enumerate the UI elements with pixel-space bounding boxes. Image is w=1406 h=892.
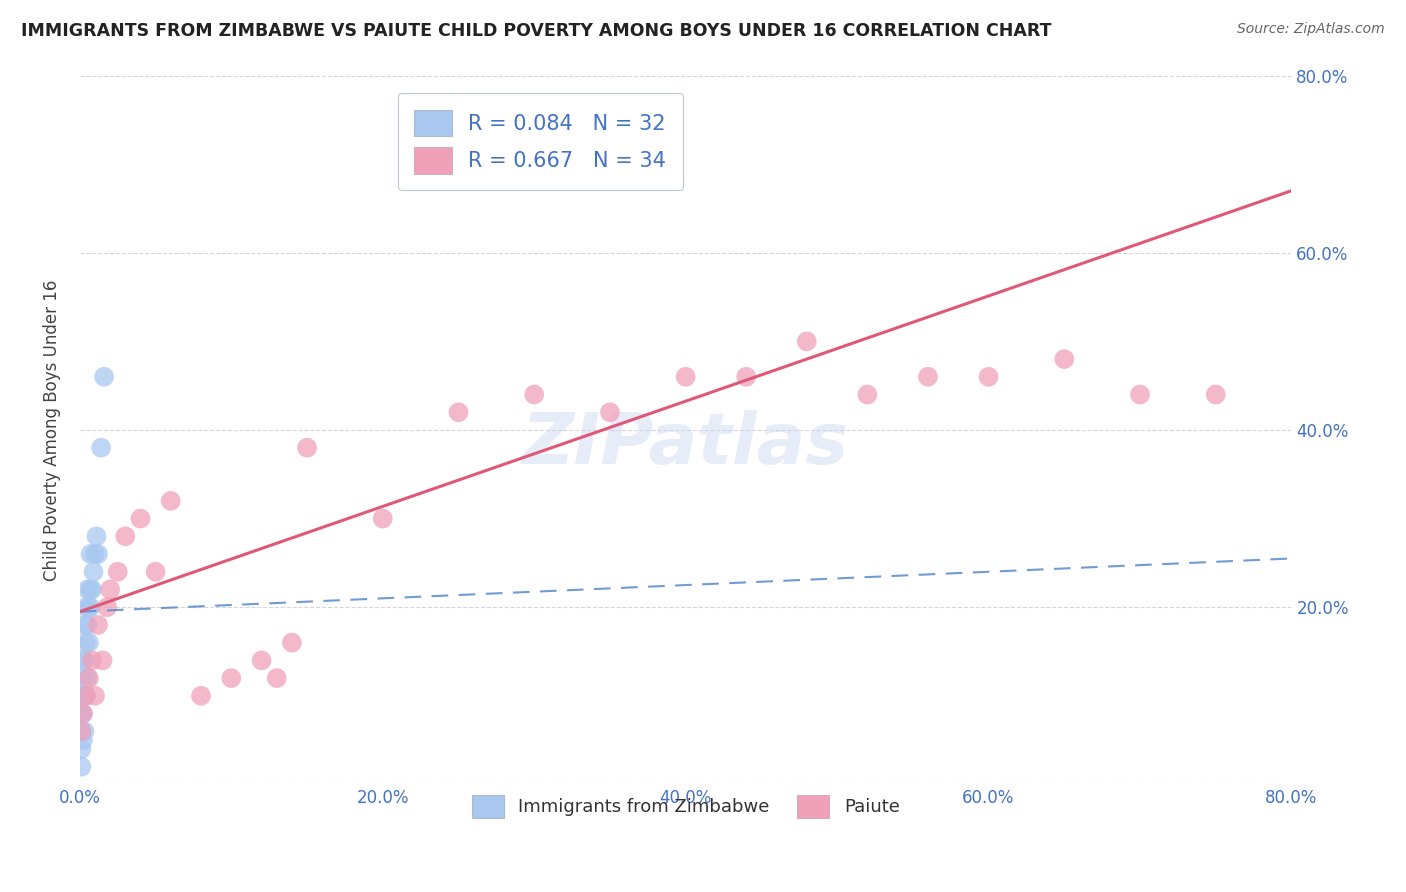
Point bbox=[250, 653, 273, 667]
Point bbox=[72, 671, 94, 685]
Text: ZIPatlas: ZIPatlas bbox=[522, 409, 849, 479]
Point bbox=[87, 547, 110, 561]
Point bbox=[107, 565, 129, 579]
Point bbox=[72, 689, 94, 703]
Point bbox=[75, 689, 97, 703]
Point bbox=[73, 653, 96, 667]
Text: Source: ZipAtlas.com: Source: ZipAtlas.com bbox=[1237, 22, 1385, 37]
Point bbox=[80, 653, 103, 667]
Point bbox=[129, 511, 152, 525]
Point bbox=[73, 689, 96, 703]
Point bbox=[1205, 387, 1227, 401]
Point bbox=[735, 369, 758, 384]
Y-axis label: Child Poverty Among Boys Under 16: Child Poverty Among Boys Under 16 bbox=[44, 279, 60, 581]
Point bbox=[79, 582, 101, 597]
Point bbox=[72, 706, 94, 721]
Point bbox=[447, 405, 470, 419]
Point bbox=[96, 600, 118, 615]
Point bbox=[86, 529, 108, 543]
Point bbox=[1129, 387, 1152, 401]
Text: IMMIGRANTS FROM ZIMBABWE VS PAIUTE CHILD POVERTY AMONG BOYS UNDER 16 CORRELATION: IMMIGRANTS FROM ZIMBABWE VS PAIUTE CHILD… bbox=[21, 22, 1052, 40]
Point bbox=[70, 706, 93, 721]
Point bbox=[91, 653, 114, 667]
Point bbox=[1053, 352, 1076, 367]
Point bbox=[675, 369, 697, 384]
Legend: Immigrants from Zimbabwe, Paiute: Immigrants from Zimbabwe, Paiute bbox=[464, 788, 907, 825]
Point bbox=[599, 405, 621, 419]
Point bbox=[159, 494, 181, 508]
Point bbox=[75, 635, 97, 649]
Point bbox=[73, 724, 96, 739]
Point bbox=[796, 334, 818, 349]
Point bbox=[77, 635, 100, 649]
Point bbox=[80, 582, 103, 597]
Point bbox=[70, 760, 93, 774]
Point bbox=[72, 733, 94, 747]
Point bbox=[281, 635, 304, 649]
Point bbox=[83, 565, 105, 579]
Point bbox=[523, 387, 546, 401]
Point bbox=[145, 565, 167, 579]
Point bbox=[70, 724, 93, 739]
Point bbox=[75, 600, 97, 615]
Point bbox=[221, 671, 243, 685]
Point bbox=[79, 600, 101, 615]
Point bbox=[114, 529, 136, 543]
Point bbox=[977, 369, 1000, 384]
Point bbox=[856, 387, 879, 401]
Point bbox=[76, 618, 98, 632]
Point bbox=[70, 724, 93, 739]
Point bbox=[72, 706, 94, 721]
Point bbox=[84, 547, 107, 561]
Point bbox=[75, 689, 97, 703]
Point bbox=[84, 689, 107, 703]
Point bbox=[70, 689, 93, 703]
Point bbox=[79, 547, 101, 561]
Point bbox=[76, 671, 98, 685]
Point bbox=[371, 511, 394, 525]
Point bbox=[77, 671, 100, 685]
Point bbox=[917, 369, 939, 384]
Point bbox=[77, 600, 100, 615]
Point bbox=[70, 742, 93, 756]
Point bbox=[93, 369, 115, 384]
Point bbox=[190, 689, 212, 703]
Point bbox=[266, 671, 288, 685]
Point bbox=[98, 582, 121, 597]
Point bbox=[76, 582, 98, 597]
Point bbox=[295, 441, 318, 455]
Point bbox=[90, 441, 112, 455]
Point bbox=[73, 618, 96, 632]
Point bbox=[72, 653, 94, 667]
Point bbox=[87, 618, 110, 632]
